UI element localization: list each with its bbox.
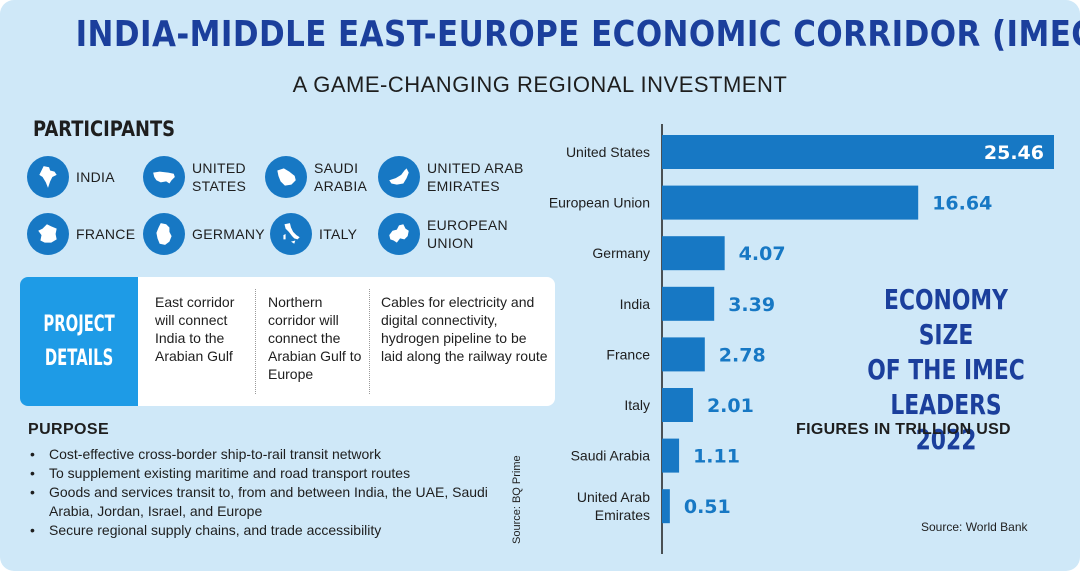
world-bank-source: Source: World Bank [921,520,1028,534]
participant-label-line1: UNITED [192,160,246,176]
value-label: 0.51 [684,496,731,518]
purpose-list: Cost-effective cross-border ship-to-rail… [28,445,519,540]
purpose-item: Goods and services transit to, from and … [28,483,519,521]
germany-map-icon [143,213,185,255]
divider [369,289,370,394]
value-label: 25.46 [984,142,1044,164]
value-label: 2.01 [707,395,754,417]
category-label: United States [566,144,650,160]
category-label: Germany [592,245,650,261]
participant-label-line2: ARABIA [314,178,368,194]
italy-map-icon [270,213,312,255]
value-label: 2.78 [719,344,766,366]
divider [255,289,256,394]
bq-prime-source: Source: BQ Prime [511,455,523,544]
category-label: European Union [549,195,650,211]
participant-italy: ITALY [270,213,357,255]
category-label: France [606,346,650,362]
economy-size-bar-chart: United States 25.46 European Union 16.64 Ger… [549,124,1054,554]
bar-saudi-arabia [662,438,680,473]
subtitle: A GAME-CHANGING REGIONAL INVESTMENT [292,72,788,97]
bar-united-states [662,135,1054,169]
value-label: 3.39 [728,294,775,316]
bar-france [662,337,705,372]
chart-unit-label: FIGURES IN TRILLION USD [796,421,1011,438]
bar-european-union [662,185,919,220]
france-map-icon [27,213,69,255]
project-details-box: PROJECT DETAILS East corridor will conne… [20,277,555,406]
category-label: United Arab Emirates [577,489,650,523]
participant-label: FRANCE [76,226,136,242]
participant-label-line1: EUROPEAN [427,217,508,233]
participant-label-line1: SAUDI [314,160,359,176]
participant-india: INDIA [27,156,115,198]
bar-india [662,286,715,321]
participant-label: INDIA [76,169,115,185]
bar-germany [662,236,725,271]
category-label: India [620,296,651,312]
participants-heading: PARTICIPANTS [33,117,175,141]
category-label: Italy [624,397,650,413]
chart-title-line2: OF THE IMEC [867,353,1025,386]
europe-map-icon [378,213,420,255]
purpose-heading: PURPOSE [28,421,110,438]
purpose-item: To supplement existing maritime and road… [28,464,519,483]
participant-label-line2: EMIRATES [427,178,500,194]
bars-group: United States 25.46 European Union 16.64 Ger… [549,135,1054,524]
uae-map-icon [378,156,420,198]
project-label-line2: DETAILS [44,345,114,371]
participant-european-union: EUROPEAN UNION [378,213,508,255]
usa-map-icon [143,156,185,198]
participant-germany: GERMANY [143,213,265,255]
project-detail-cables: Cables for electricity and digital conne… [381,294,548,364]
bar-united-arab-emirates [662,489,670,524]
participant-united-states: UNITED STATES [143,156,246,198]
value-label: 16.64 [932,193,992,215]
category-label: Saudi Arabia [571,448,651,464]
participant-label: GERMANY [192,226,265,242]
participant-label-line2: STATES [192,178,247,194]
participant-label-line2: UNION [427,235,474,251]
purpose-item: Cost-effective cross-border ship-to-rail… [28,445,519,464]
chart-title-line1: ECONOMY SIZE [884,283,1008,351]
value-label: 1.11 [693,446,740,468]
participant-label: ITALY [319,226,358,242]
bar-italy [662,388,693,422]
chart-title-line3: LEADERS 2022 [890,388,1002,456]
project-label-line1: PROJECT [43,311,115,337]
participant-france: FRANCE [27,213,135,255]
participant-saudi-arabia: SAUDI ARABIA [265,156,367,198]
chart-title: ECONOMY SIZE OF THE IMEC LEADERS 2022 [860,282,1032,457]
participant-label-line1: UNITED ARAB [427,160,524,176]
project-details-label: PROJECT DETAILS [20,277,138,406]
india-map-icon [27,156,69,198]
project-detail-northern-corridor: Northern corridor will connect the Arabi… [268,294,362,382]
value-label: 4.07 [739,243,786,265]
saudi-arabia-map-icon [265,156,307,198]
participant-uae: UNITED ARAB EMIRATES [378,156,524,198]
purpose-item: Secure regional supply chains, and trade… [28,521,519,540]
main-title: INDIA-MIDDLE EAST-EUROPE ECONOMIC CORRID… [75,14,1080,55]
project-detail-east-corridor: East corridor will connect India to the … [155,294,235,364]
